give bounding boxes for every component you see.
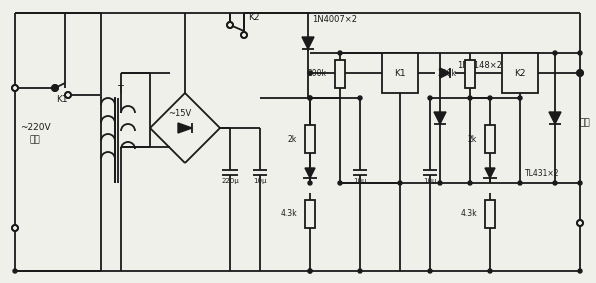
Circle shape [12, 85, 18, 91]
Circle shape [338, 51, 342, 55]
Text: 2k: 2k [288, 134, 297, 143]
Circle shape [577, 220, 583, 226]
Text: K2: K2 [514, 68, 526, 78]
Polygon shape [485, 168, 495, 178]
Circle shape [488, 269, 492, 273]
Circle shape [518, 181, 522, 185]
Circle shape [241, 32, 247, 38]
Polygon shape [178, 123, 192, 133]
Circle shape [358, 269, 362, 273]
Text: 200k: 200k [438, 70, 457, 78]
Polygon shape [434, 112, 446, 124]
Circle shape [13, 269, 17, 273]
Text: 2k: 2k [468, 134, 477, 143]
Circle shape [12, 225, 18, 231]
Circle shape [428, 96, 432, 100]
Circle shape [578, 51, 582, 55]
Bar [465, 60, 475, 88]
Circle shape [308, 269, 312, 273]
Circle shape [398, 181, 402, 185]
Circle shape [578, 269, 582, 273]
Text: TL431×2: TL431×2 [525, 168, 560, 177]
Text: 插入: 插入 [30, 136, 41, 145]
Circle shape [308, 181, 312, 185]
Circle shape [308, 71, 312, 75]
Text: T: T [117, 85, 123, 95]
Circle shape [518, 96, 522, 100]
Text: 10μ: 10μ [353, 178, 367, 184]
Text: K2: K2 [248, 14, 259, 23]
Text: K1: K1 [56, 95, 68, 104]
Circle shape [65, 92, 71, 98]
Text: 1N4148×2: 1N4148×2 [458, 61, 502, 70]
Text: 输出: 输出 [579, 119, 590, 128]
Bar [485, 200, 495, 228]
Circle shape [308, 96, 312, 100]
Text: ~220V: ~220V [20, 123, 50, 132]
Circle shape [358, 96, 362, 100]
Text: K1: K1 [394, 68, 406, 78]
Circle shape [578, 71, 582, 75]
Circle shape [308, 269, 312, 273]
Polygon shape [302, 37, 314, 49]
Bar [305, 200, 315, 228]
Bar [485, 125, 495, 153]
Circle shape [338, 181, 342, 185]
Circle shape [227, 22, 233, 28]
Text: 1N4007×2: 1N4007×2 [312, 16, 357, 25]
Circle shape [553, 51, 557, 55]
Bar [382, 53, 418, 93]
Circle shape [308, 96, 312, 100]
Text: 4.3k: 4.3k [460, 209, 477, 218]
Bar [502, 53, 538, 93]
Circle shape [488, 96, 492, 100]
Circle shape [438, 181, 442, 185]
Circle shape [53, 86, 57, 90]
Circle shape [428, 269, 432, 273]
Polygon shape [549, 112, 561, 124]
Polygon shape [440, 68, 450, 78]
Circle shape [553, 181, 557, 185]
Bar [335, 60, 345, 88]
Text: 4.3k: 4.3k [280, 209, 297, 218]
Text: 10μ: 10μ [423, 178, 437, 184]
Text: 220μ: 220μ [221, 178, 239, 184]
Circle shape [578, 181, 582, 185]
Bar [305, 125, 315, 153]
Text: ~15V: ~15V [169, 108, 192, 117]
Circle shape [577, 70, 583, 76]
Circle shape [52, 85, 58, 91]
Circle shape [468, 181, 472, 185]
Circle shape [468, 96, 472, 100]
Text: 200k: 200k [308, 70, 327, 78]
Polygon shape [305, 168, 315, 178]
Text: 10μ: 10μ [253, 178, 267, 184]
